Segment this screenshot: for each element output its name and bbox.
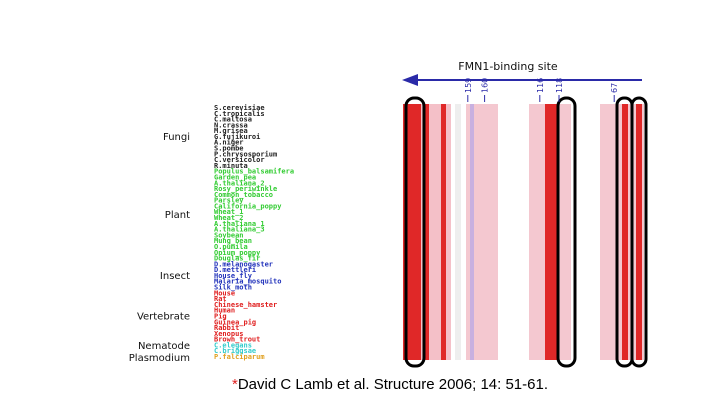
citation-marker: * <box>232 376 238 393</box>
species-name: California_poppy <box>214 202 282 210</box>
species-name: Wheat_1 <box>214 208 244 216</box>
species-name: N.crassa <box>214 121 248 129</box>
species-name: Human <box>214 307 235 315</box>
group-label: Nematode <box>138 341 190 352</box>
residue-number: 160 <box>481 78 490 93</box>
species-name: A.thaliana_2 <box>214 179 265 187</box>
alignment-block <box>403 104 644 360</box>
species-name: Garden_pea <box>214 173 256 181</box>
species-name: Common_tobacco <box>214 191 273 199</box>
group-label: Insect <box>160 271 190 282</box>
species-name: P.chrysosporium <box>214 150 277 158</box>
group-label: Fungi <box>163 132 190 143</box>
species-name: Wheat_2 <box>214 214 244 222</box>
species-name: O.pumila <box>214 243 248 251</box>
highlight-boxes <box>404 96 648 368</box>
species-name: Pig <box>214 312 227 320</box>
species-name: Douglas_fir <box>214 255 260 263</box>
species-name: Mouse <box>214 289 235 297</box>
species-name: Brown_trout <box>214 336 260 344</box>
species-name: House_fly <box>214 272 253 280</box>
species-name: Mung_bean <box>214 237 252 245</box>
species-name: C.tropicalis <box>214 110 265 118</box>
species-name: S.pombe <box>214 145 244 153</box>
species-name: Rabbit <box>214 324 239 332</box>
species-name: D.melanogaster <box>214 260 273 268</box>
species-name: G.fujikuroi <box>214 133 260 141</box>
residue-number: 116 <box>536 78 545 93</box>
species-name: Chinese_hamster <box>214 301 277 309</box>
group-label: Plasmodium <box>129 353 190 364</box>
species-name: M.grisea <box>214 127 248 135</box>
species-name: C.briggsae <box>214 347 256 355</box>
residue-number: 159 <box>464 78 473 93</box>
species-name: A.niger <box>214 139 244 147</box>
binding-site-label: FMN1-binding site <box>458 60 558 73</box>
species-name: Malaria_mosquito <box>214 278 281 286</box>
species-name: C.maltosa <box>214 116 252 124</box>
residue-number: 67 <box>610 83 619 93</box>
species-name: C.elegans <box>214 341 252 349</box>
species-name: C.versicolor <box>214 156 265 164</box>
species-name: Rosy_periwinkle <box>214 185 277 193</box>
binding-site-arrow <box>402 74 642 86</box>
species-name: Rat <box>214 295 227 303</box>
species-name: Parsley <box>214 197 244 205</box>
species-name: R.minuta <box>214 162 248 170</box>
species-name: Xenopus <box>214 330 244 338</box>
residue-number: 118 <box>555 78 564 93</box>
species-name: D.mettleri <box>214 266 256 274</box>
species-name: Opium_poppy <box>214 249 261 257</box>
citation-text: David C Lamb et al. Structure 2006; 14: … <box>238 376 548 393</box>
species-name: A.thaliana_1 <box>214 220 265 228</box>
species-name: S.cerevisiae <box>214 104 265 112</box>
species-name: A.thaliana_3 <box>214 226 265 234</box>
group-label: Vertebrate <box>137 311 190 322</box>
species-name: P.falciparum <box>214 353 265 361</box>
species-name: Soybean <box>214 231 244 239</box>
citation: *David C Lamb et al. Structure 2006; 14:… <box>232 376 548 393</box>
group-label: Plant <box>165 210 190 221</box>
species-name: Silk_moth <box>214 284 252 292</box>
species-name: Guinea_pig <box>214 318 256 326</box>
species-name: Populus_balsamifera <box>214 168 294 176</box>
